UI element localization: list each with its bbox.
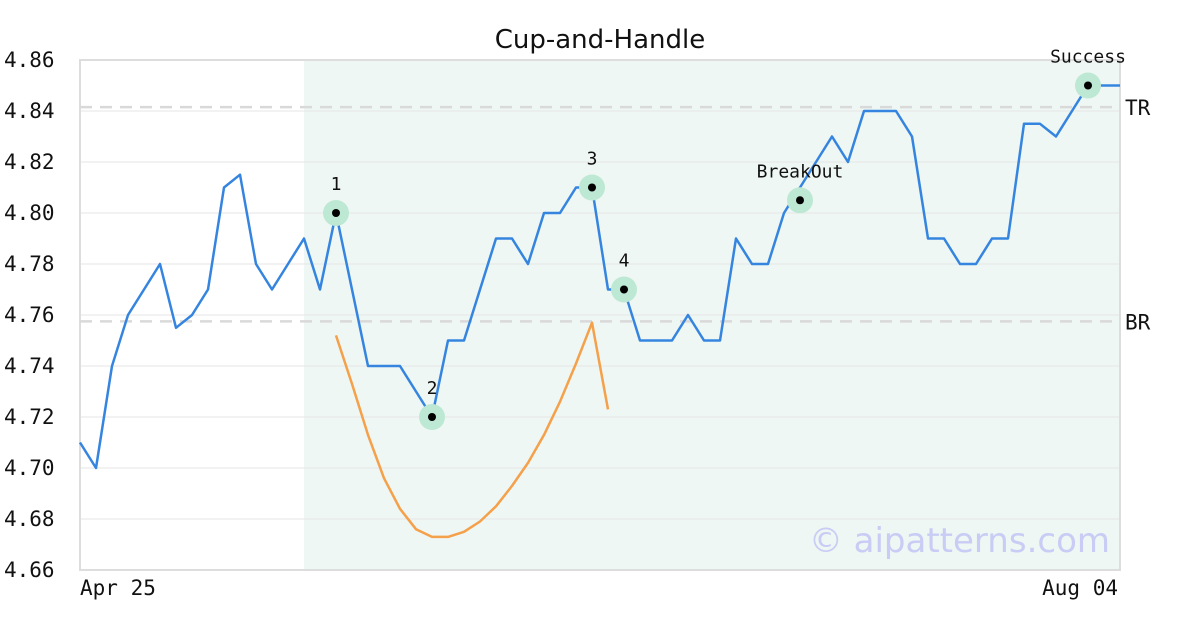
y-tick-label: 4.72 (4, 405, 55, 429)
annotation-label-success: Success (1050, 47, 1126, 68)
marker-dot-4 (620, 285, 628, 294)
pattern-markers: 1 2 3 4 BreakOut Success (323, 47, 1126, 430)
y-tick-label: 4.82 (4, 150, 55, 174)
y-axis-ticks: 4.66 4.68 4.70 4.72 4.74 4.76 4.78 4.80 4.82 4.84… (4, 48, 55, 582)
annotation-label-breakout: BreakOut (757, 161, 844, 182)
y-tick-label: 4.68 (4, 507, 55, 531)
watermark: © aipatterns.com (809, 521, 1110, 561)
x-end-label: Aug 04 (1042, 576, 1118, 600)
annotation-label-4: 4 (619, 251, 630, 272)
marker-dot-3 (588, 183, 596, 192)
level-lines: TR BR (80, 96, 1151, 334)
y-tick-label: 4.70 (4, 456, 55, 480)
annotation-label-1: 1 (331, 174, 342, 195)
y-tick-label: 4.86 (4, 48, 55, 72)
price-line (78, 84, 1120, 470)
annotation-label-3: 3 (587, 149, 598, 170)
x-start-label: Apr 25 (80, 576, 156, 600)
chart-title: Cup-and-Handle (495, 25, 706, 55)
y-tick-label: 4.66 (4, 558, 55, 582)
y-tick-label: 4.84 (4, 99, 55, 123)
y-tick-label: 4.74 (4, 354, 55, 378)
cup-curve (334, 321, 610, 539)
marker-dot-breakout (796, 196, 804, 205)
marker-dot-success (1084, 81, 1092, 90)
level-label-tr: TR (1125, 96, 1151, 120)
plot-area-frame (79, 59, 1121, 571)
y-tick-label: 4.76 (4, 303, 55, 327)
marker-dot-1 (332, 209, 340, 217)
y-tick-label: 4.80 (4, 201, 55, 225)
annotation-label-2: 2 (427, 378, 438, 399)
marker-dot-2 (428, 413, 436, 421)
level-label-br: BR (1125, 310, 1151, 334)
y-tick-label: 4.78 (4, 252, 55, 276)
